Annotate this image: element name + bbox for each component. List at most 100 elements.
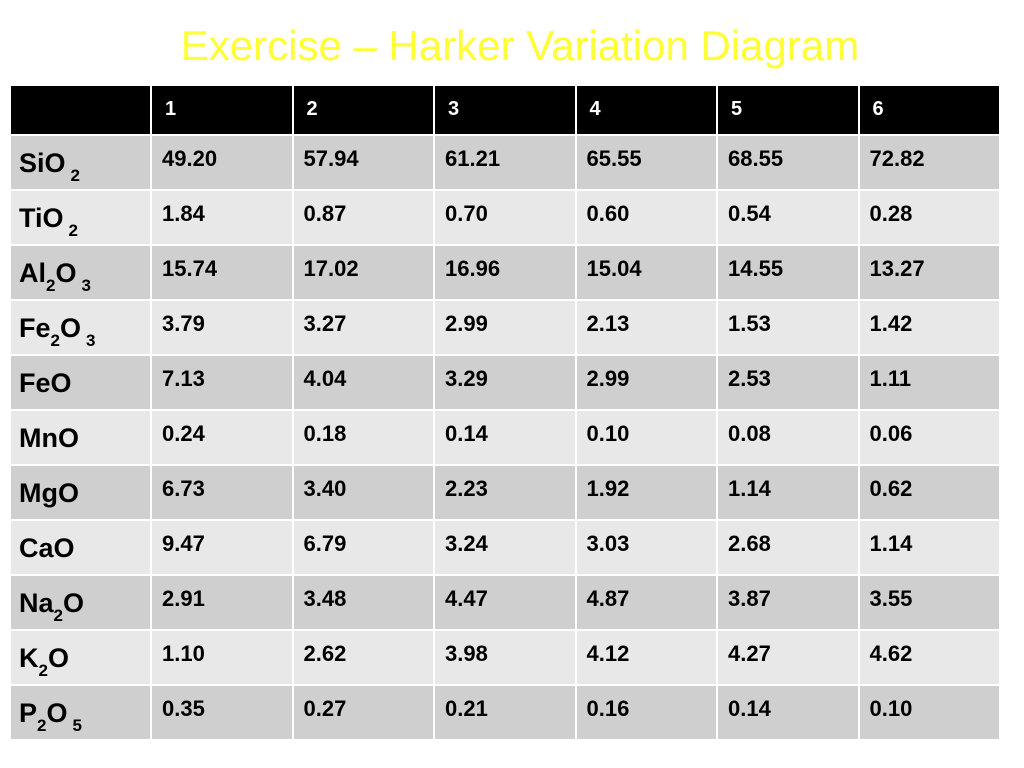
value-cell: 1.11 xyxy=(857,354,1001,411)
table-row: Na2O 2.91 3.48 4.47 4.87 3.87 3.55 xyxy=(9,574,1001,631)
value-cell: 49.20 xyxy=(150,134,294,191)
value-cell: 0.10 xyxy=(574,409,718,466)
oxide-formula-base: Na xyxy=(19,588,54,618)
oxide-label: MnO xyxy=(9,409,152,466)
value-cell: 0.27 xyxy=(291,684,435,741)
oxide-formula-subscript: 2 xyxy=(68,221,78,240)
value-cell: 1.42 xyxy=(857,299,1001,356)
value-cell: 3.98 xyxy=(433,629,577,686)
table-body: SiO 2 49.20 57.94 61.21 65.55 68.55 72.82 TiO 2 1.… xyxy=(9,134,1001,741)
oxide-formula-subscript: 2 xyxy=(38,661,48,680)
oxide-formula-part: O xyxy=(47,643,69,673)
value-cell: 15.04 xyxy=(574,244,718,301)
oxide-label: FeO xyxy=(9,354,152,411)
value-cell: 3.40 xyxy=(291,464,435,521)
header-cell-sample-6: 6 xyxy=(857,84,1001,136)
oxide-label: SiO 2 xyxy=(9,134,152,191)
oxide-label: MgO xyxy=(9,464,152,521)
oxide-formula-subscript: 2 xyxy=(50,331,60,350)
value-cell: 68.55 xyxy=(716,134,860,191)
value-cell: 1.84 xyxy=(150,189,294,246)
header-cell-sample-4: 4 xyxy=(574,84,718,136)
value-cell: 14.55 xyxy=(716,244,860,301)
oxide-label: Al2O 3 xyxy=(9,244,152,301)
value-cell: 6.79 xyxy=(291,519,435,576)
oxide-formula-part: O xyxy=(55,258,77,288)
oxide-formula-base: CaO xyxy=(19,533,75,563)
oxide-composition-table: 1 2 3 4 5 6 SiO 2 49.20 57.94 61.21 65.55 68.5… xyxy=(9,84,1001,741)
value-cell: 1.14 xyxy=(857,519,1001,576)
value-cell: 3.24 xyxy=(433,519,577,576)
oxide-formula-base: Al xyxy=(19,258,46,288)
table-row: MgO 6.73 3.40 2.23 1.92 1.14 0.62 xyxy=(9,464,1001,521)
oxide-formula-part: O xyxy=(59,313,81,343)
oxide-formula-base: MnO xyxy=(19,423,79,453)
value-cell: 0.18 xyxy=(291,409,435,466)
value-cell: 0.10 xyxy=(857,684,1001,741)
oxide-formula-subscript: 3 xyxy=(81,276,91,295)
oxide-formula-subscript: 2 xyxy=(37,716,47,735)
value-cell: 1.14 xyxy=(716,464,860,521)
value-cell: 0.35 xyxy=(150,684,294,741)
value-cell: 0.60 xyxy=(574,189,718,246)
oxide-label: CaO xyxy=(9,519,152,576)
oxide-label: P2O 5 xyxy=(9,684,152,741)
oxide-label: Fe2O 3 xyxy=(9,299,152,356)
value-cell: 4.47 xyxy=(433,574,577,631)
value-cell: 1.92 xyxy=(574,464,718,521)
value-cell: 0.14 xyxy=(716,684,860,741)
oxide-formula-base: MgO xyxy=(19,478,79,508)
table-row: P2O 5 0.35 0.27 0.21 0.16 0.14 0.10 xyxy=(9,684,1001,741)
value-cell: 2.13 xyxy=(574,299,718,356)
value-cell: 4.27 xyxy=(716,629,860,686)
oxide-label: TiO 2 xyxy=(9,189,152,246)
value-cell: 3.27 xyxy=(291,299,435,356)
oxide-formula-subscript: 5 xyxy=(72,716,82,735)
oxide-formula-subscript: 2 xyxy=(46,276,56,295)
value-cell: 57.94 xyxy=(291,134,435,191)
table-row: Al2O 3 15.74 17.02 16.96 15.04 14.55 13.27 xyxy=(9,244,1001,301)
table-row: MnO 0.24 0.18 0.14 0.10 0.08 0.06 xyxy=(9,409,1001,466)
value-cell: 61.21 xyxy=(433,134,577,191)
value-cell: 0.06 xyxy=(857,409,1001,466)
oxide-formula-base: K xyxy=(19,643,39,673)
value-cell: 1.10 xyxy=(150,629,294,686)
value-cell: 3.87 xyxy=(716,574,860,631)
slide-title: Exercise – Harker Variation Diagram xyxy=(180,22,860,69)
value-cell: 4.12 xyxy=(574,629,718,686)
table-row: CaO 9.47 6.79 3.24 3.03 2.68 1.14 xyxy=(9,519,1001,576)
table-row: FeO 7.13 4.04 3.29 2.99 2.53 1.11 xyxy=(9,354,1001,411)
table-row: K2O 1.10 2.62 3.98 4.12 4.27 4.62 xyxy=(9,629,1001,686)
value-cell: 4.04 xyxy=(291,354,435,411)
table-row: Fe2O 3 3.79 3.27 2.99 2.13 1.53 1.42 xyxy=(9,299,1001,356)
table-row: SiO 2 49.20 57.94 61.21 65.55 68.55 72.82 xyxy=(9,134,1001,191)
value-cell: 2.99 xyxy=(574,354,718,411)
value-cell: 0.14 xyxy=(433,409,577,466)
value-cell: 15.74 xyxy=(150,244,294,301)
value-cell: 3.29 xyxy=(433,354,577,411)
value-cell: 4.62 xyxy=(857,629,1001,686)
oxide-formula-base: FeO xyxy=(19,368,72,398)
header-cell-corner xyxy=(9,84,152,136)
value-cell: 2.91 xyxy=(150,574,294,631)
value-cell: 6.73 xyxy=(150,464,294,521)
value-cell: 0.24 xyxy=(150,409,294,466)
value-cell: 2.53 xyxy=(716,354,860,411)
oxide-formula-base: P xyxy=(19,698,38,728)
oxide-label: Na2O xyxy=(9,574,152,631)
oxide-formula-part: O xyxy=(46,698,68,728)
value-cell: 3.48 xyxy=(291,574,435,631)
oxide-formula-base: TiO xyxy=(19,203,64,233)
header-cell-sample-3: 3 xyxy=(433,84,577,136)
table-header-row: 1 2 3 4 5 6 xyxy=(9,84,1001,136)
value-cell: 0.87 xyxy=(291,189,435,246)
value-cell: 9.47 xyxy=(150,519,294,576)
value-cell: 7.13 xyxy=(150,354,294,411)
table-row: TiO 2 1.84 0.87 0.70 0.60 0.54 0.28 xyxy=(9,189,1001,246)
value-cell: 2.68 xyxy=(716,519,860,576)
value-cell: 2.23 xyxy=(433,464,577,521)
value-cell: 3.55 xyxy=(857,574,1001,631)
oxide-label: K2O xyxy=(9,629,152,686)
value-cell: 0.62 xyxy=(857,464,1001,521)
value-cell: 16.96 xyxy=(433,244,577,301)
